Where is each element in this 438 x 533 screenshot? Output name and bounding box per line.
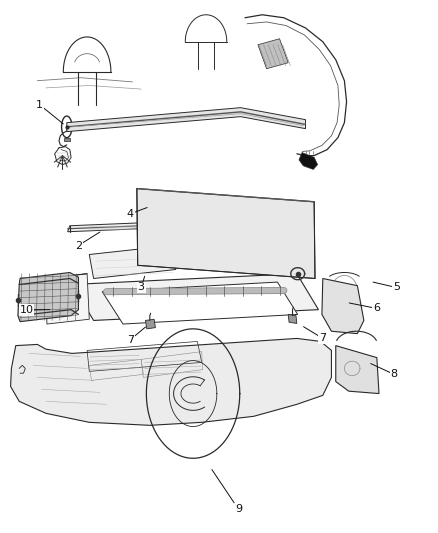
Text: 9: 9 — [235, 504, 242, 514]
Polygon shape — [89, 246, 176, 278]
Polygon shape — [67, 219, 304, 233]
Polygon shape — [145, 319, 155, 329]
Polygon shape — [11, 338, 332, 425]
Text: 2: 2 — [75, 240, 82, 251]
Polygon shape — [288, 314, 297, 324]
Text: 10: 10 — [20, 305, 34, 314]
Text: 5: 5 — [393, 282, 400, 293]
Text: 7: 7 — [127, 335, 134, 345]
Text: 1: 1 — [36, 100, 43, 110]
Polygon shape — [336, 345, 379, 393]
Polygon shape — [102, 282, 298, 324]
Polygon shape — [67, 108, 305, 132]
Polygon shape — [72, 273, 318, 320]
Polygon shape — [137, 189, 315, 278]
Text: 7: 7 — [319, 334, 326, 343]
Text: 3: 3 — [138, 282, 145, 293]
Polygon shape — [258, 39, 288, 69]
Polygon shape — [322, 278, 364, 334]
Text: 8: 8 — [391, 369, 398, 379]
Polygon shape — [18, 272, 78, 321]
Polygon shape — [299, 152, 318, 169]
Text: 4: 4 — [127, 209, 134, 219]
Text: 6: 6 — [373, 303, 380, 313]
Polygon shape — [64, 138, 70, 141]
Polygon shape — [46, 273, 89, 324]
